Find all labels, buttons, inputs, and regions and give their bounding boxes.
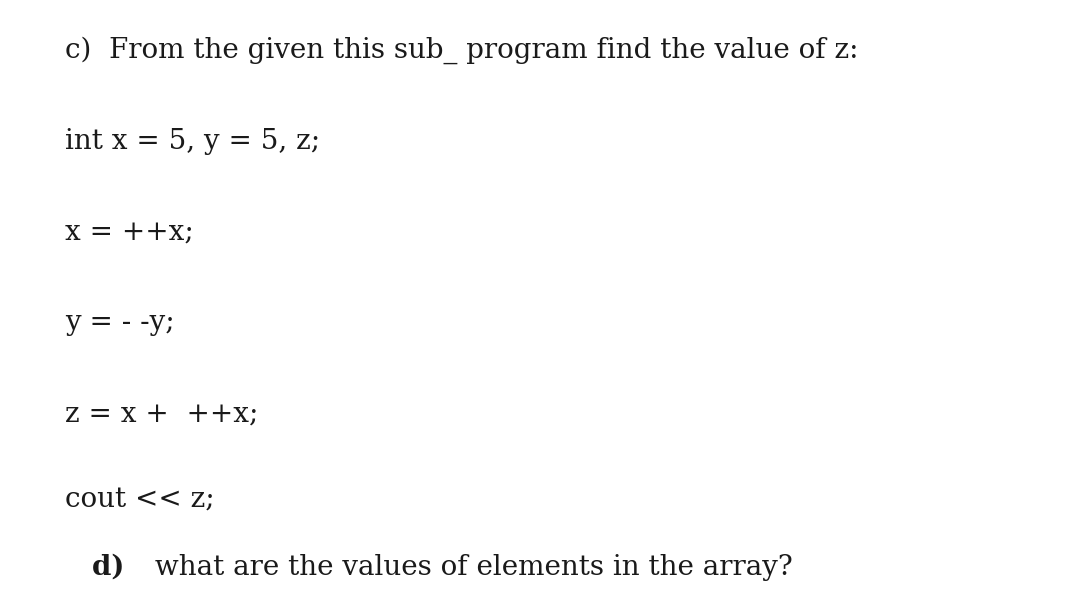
Text: d): d) — [92, 553, 134, 581]
Text: what are the values of elements in the array?: what are the values of elements in the a… — [146, 553, 793, 581]
Text: y = - -y;: y = - -y; — [65, 309, 175, 336]
Text: int x = 5, y = 5, z;: int x = 5, y = 5, z; — [65, 127, 320, 155]
Text: cout << z;: cout << z; — [65, 485, 215, 512]
Text: c)  From the given this sub_ program find the value of z:: c) From the given this sub_ program find… — [65, 36, 859, 64]
Text: x = ++x;: x = ++x; — [65, 218, 193, 245]
Text: z = x +  ++x;: z = x + ++x; — [65, 400, 258, 427]
